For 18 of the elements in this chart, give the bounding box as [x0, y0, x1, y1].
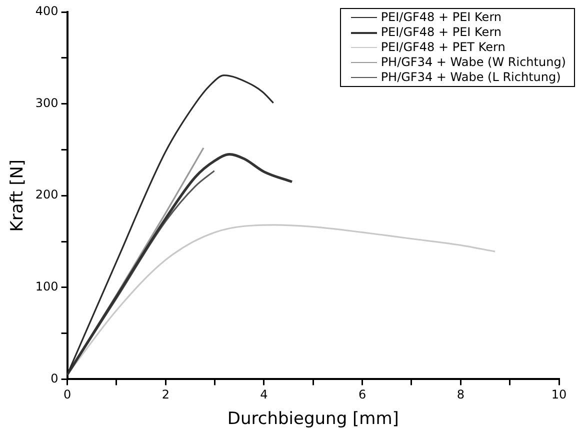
legend-label: PH/GF34 + Wabe (L Richtung)	[380, 70, 561, 85]
x-tick-label: 2	[162, 388, 170, 402]
y-tick-label: 200	[35, 188, 58, 202]
y-tick-label: 300	[35, 96, 58, 110]
x-axis-title: Durchbiegung [mm]	[227, 409, 399, 430]
legend-label: PEI/GF48 + PEI Kern	[380, 10, 502, 25]
x-tick-label: 0	[63, 388, 72, 402]
legend-label: PEI/GF48 + PET Kern	[380, 40, 506, 55]
y-tick-label: 100	[35, 280, 58, 294]
x-tick-label: 6	[358, 388, 366, 402]
x-tick-label: 8	[456, 388, 464, 402]
x-tick-label: 4	[260, 388, 268, 402]
y-axis-title: Kraft [N]	[8, 159, 28, 232]
legend-label: PEI/GF48 + PEI Kern	[380, 25, 502, 40]
y-tick-label: 400	[35, 4, 58, 18]
x-tick-label: 10	[551, 388, 567, 402]
y-tick-label: 0	[50, 371, 58, 386]
legend-label: PH/GF34 + Wabe (W Richtung)	[380, 55, 566, 70]
